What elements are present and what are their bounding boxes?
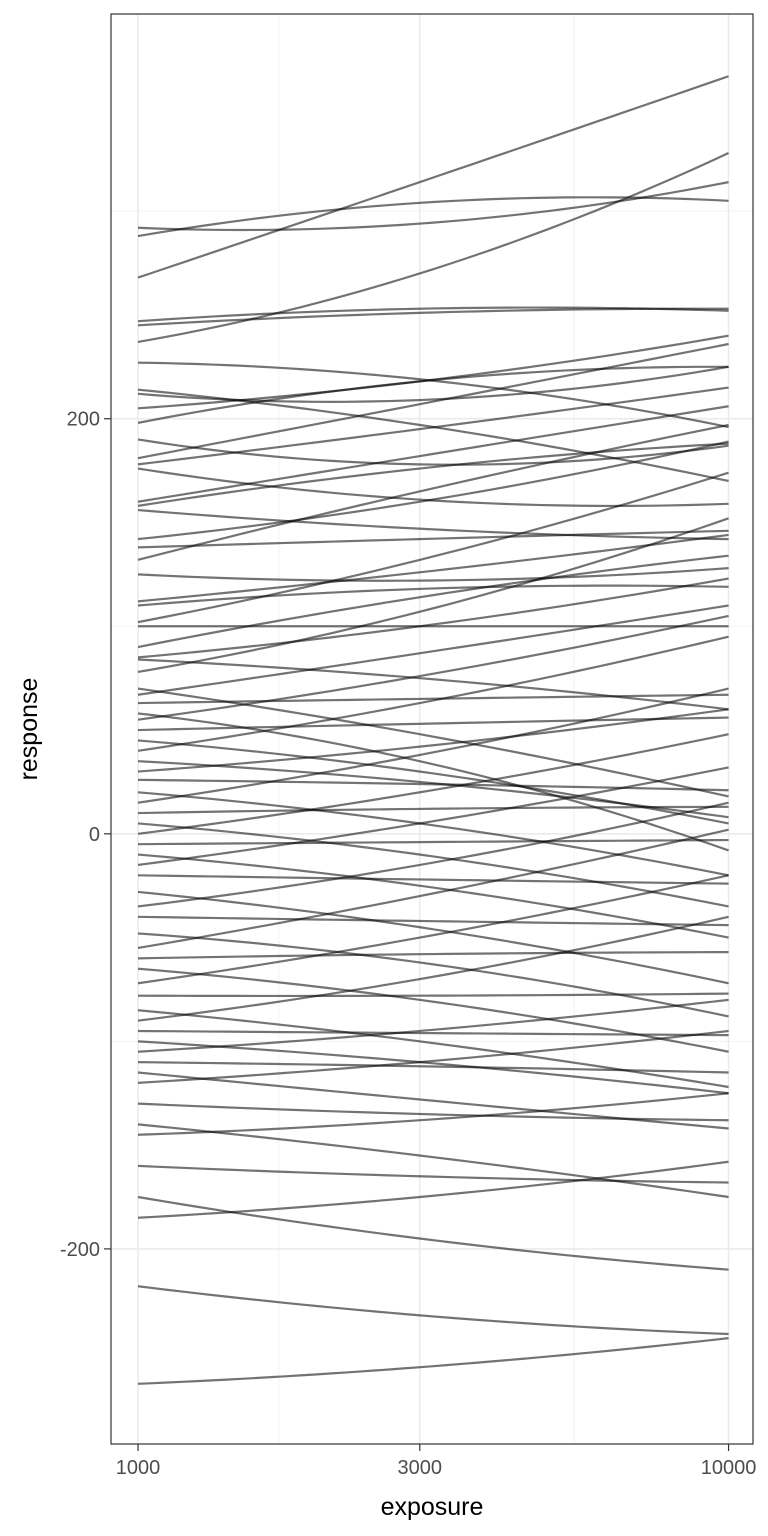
series-line — [137, 1285, 729, 1336]
series-line — [137, 577, 729, 659]
series-line — [137, 805, 729, 815]
x-axis-title: exposure — [381, 1493, 484, 1521]
series-line — [137, 1337, 729, 1385]
series-line — [137, 567, 729, 582]
series-line — [137, 1040, 729, 1095]
series-line — [137, 614, 729, 721]
x-tick-label: 10000 — [701, 1457, 757, 1479]
y-tick-label: 200 — [67, 409, 100, 431]
series-line — [138, 778, 729, 792]
series-line — [137, 1029, 729, 1084]
series-line — [137, 554, 729, 649]
series-line — [137, 75, 729, 279]
series-line — [137, 423, 729, 561]
x-tick-label: 1000 — [116, 1457, 161, 1479]
series-line — [138, 915, 729, 927]
series-line — [137, 828, 729, 950]
series-line — [137, 1123, 729, 1199]
y-axis-ticks: -200 0 200 — [60, 409, 111, 1261]
series-line — [137, 801, 729, 908]
series-line — [137, 604, 729, 696]
series-line — [137, 440, 729, 541]
series-line — [137, 766, 729, 867]
series-line — [138, 1061, 729, 1074]
x-tick-label: 3000 — [398, 1457, 443, 1479]
plot-panel-border — [110, 13, 754, 1445]
series-line — [137, 529, 729, 549]
series-line — [137, 1092, 729, 1136]
series-line — [137, 1195, 729, 1271]
series-line — [137, 658, 729, 711]
series-line — [137, 1164, 729, 1184]
series-line — [137, 733, 729, 835]
series-line — [137, 405, 729, 503]
y-tick-label: 0 — [89, 824, 100, 846]
series-line — [137, 533, 729, 603]
series-lines — [137, 75, 730, 1385]
series-line — [137, 342, 729, 460]
series-line — [137, 152, 730, 344]
series-line — [137, 708, 729, 773]
series-line — [137, 442, 729, 507]
series-line — [137, 890, 729, 985]
series-line — [137, 791, 729, 877]
series-line — [137, 386, 729, 466]
series-line — [137, 584, 729, 607]
series-line — [138, 992, 729, 998]
series-line — [137, 1160, 729, 1219]
series-line — [137, 998, 729, 1053]
series-line — [138, 874, 729, 885]
series-line — [137, 687, 729, 804]
series-line — [137, 1102, 729, 1122]
series-line — [137, 915, 729, 1022]
series-line — [138, 1029, 729, 1037]
series-line — [137, 853, 729, 939]
y-tick-label: -200 — [60, 1239, 100, 1261]
series-line — [137, 822, 729, 908]
series-line — [137, 687, 729, 798]
series-line — [137, 365, 729, 424]
series-line — [137, 874, 729, 985]
y-axis-title: response — [15, 678, 43, 781]
series-line — [137, 307, 729, 327]
series-line — [137, 716, 729, 732]
series-line — [137, 635, 729, 752]
series-line — [137, 517, 729, 674]
x-axis-ticks: 1000 3000 10000 — [116, 1444, 757, 1479]
series-line — [138, 838, 729, 846]
series-line — [137, 508, 729, 541]
series-line — [137, 181, 729, 232]
series-line — [138, 693, 729, 705]
series-line — [137, 712, 729, 852]
series-line — [137, 967, 729, 1053]
series-line — [137, 932, 729, 1018]
series-line — [137, 951, 729, 960]
series-line — [137, 471, 729, 624]
